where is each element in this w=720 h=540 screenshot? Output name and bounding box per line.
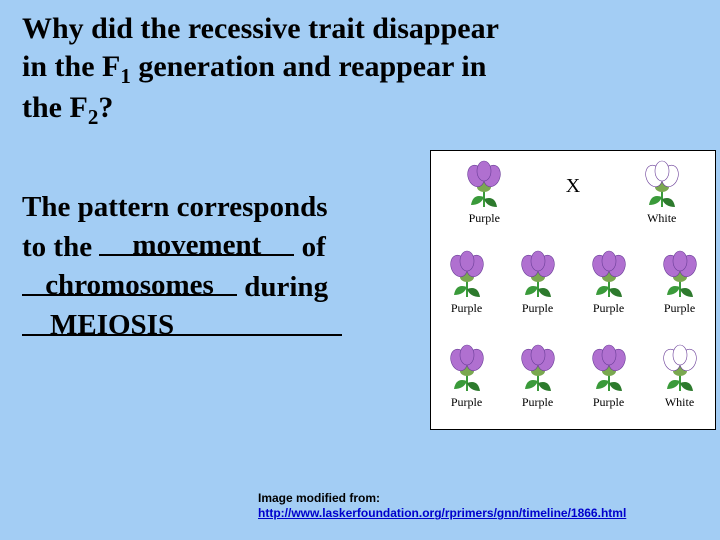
body-l3: chromosomes during	[22, 267, 432, 307]
genetics-diagram: Purple X White Purple Purple Purple	[430, 150, 716, 430]
blank-1-fill: movement	[99, 226, 294, 265]
flower-label: Purple	[593, 395, 624, 410]
flower-purple-icon	[459, 159, 509, 209]
flower-label: Purple	[593, 301, 624, 316]
flower-label: Purple	[522, 395, 553, 410]
blank-1: movement	[99, 227, 294, 267]
flower-cell: Purple	[655, 249, 705, 316]
flower-purple-icon	[442, 343, 492, 393]
blank-2-fill: chromosomes	[22, 266, 237, 305]
diagram-row-0: Purple X White	[431, 159, 715, 226]
credit-link[interactable]: http://www.laskerfoundation.org/rprimers…	[258, 506, 626, 520]
flower-purple-icon	[584, 343, 634, 393]
question-title: Why did the recessive trait disappear in…	[0, 0, 720, 140]
flower-cell: Purple	[442, 249, 492, 316]
flower-purple-icon	[584, 249, 634, 299]
flower-cell: Purple	[459, 159, 509, 226]
title-l2-pre: in the F	[22, 50, 120, 83]
flower-cell: Purple	[513, 343, 563, 410]
cross-symbol: X	[566, 175, 580, 226]
title-l2-mid: generation and reappear in	[131, 50, 487, 83]
image-credit: Image modified from: http://www.laskerfo…	[258, 491, 626, 522]
flower-purple-icon	[655, 249, 705, 299]
blank-2: chromosomes	[22, 267, 237, 307]
body-l2-post: of	[294, 231, 325, 263]
flower-purple-icon	[442, 249, 492, 299]
flower-purple-icon	[513, 343, 563, 393]
flower-cell: White	[655, 343, 705, 410]
flower-label: Purple	[522, 301, 553, 316]
flower-label: Purple	[664, 301, 695, 316]
flower-cell: Purple	[513, 249, 563, 316]
body-l2-pre: to the	[22, 231, 99, 263]
answer-body: The pattern corresponds to the movement …	[22, 188, 432, 348]
title-l3-pre: the F	[22, 91, 88, 124]
credit-text: Image modified from:	[258, 491, 380, 505]
flower-white-icon	[655, 343, 705, 393]
flower-white-icon	[637, 159, 687, 209]
diagram-row-1: Purple Purple Purple Purple	[431, 249, 715, 316]
body-l2: to the movement of	[22, 227, 432, 267]
flower-cell: White	[637, 159, 687, 226]
flower-cell: Purple	[442, 343, 492, 410]
diagram-row-2: Purple Purple Purple White	[431, 343, 715, 410]
flower-label: White	[665, 395, 694, 410]
flower-label: Purple	[451, 395, 482, 410]
title-l1: Why did the recessive trait disappear	[22, 12, 499, 45]
body-l3-post: during	[237, 271, 328, 303]
title-l3-sub: 2	[88, 105, 99, 129]
title-l2-sub: 1	[120, 64, 131, 88]
body-l1: The pattern corresponds	[22, 188, 432, 227]
body-l4: MEIOSIS	[22, 307, 432, 347]
blank-3: MEIOSIS	[22, 307, 342, 347]
flower-label: Purple	[451, 301, 482, 316]
flower-cell: Purple	[584, 249, 634, 316]
title-l3-post: ?	[98, 91, 113, 124]
blank-3-fill: MEIOSIS	[22, 306, 342, 345]
flower-cell: Purple	[584, 343, 634, 410]
flower-label: White	[647, 211, 676, 226]
flower-label: Purple	[469, 211, 500, 226]
flower-purple-icon	[513, 249, 563, 299]
